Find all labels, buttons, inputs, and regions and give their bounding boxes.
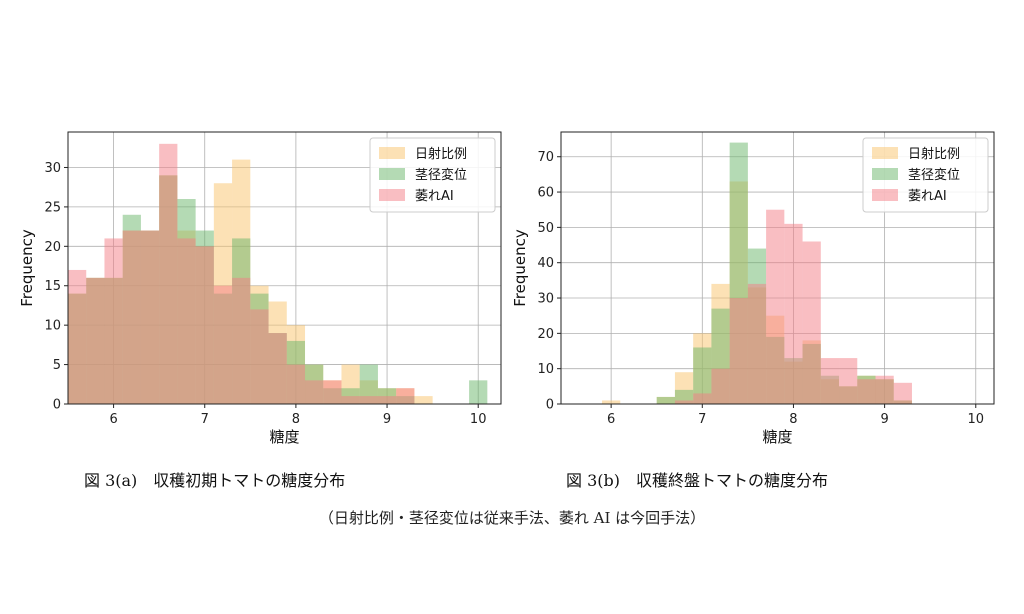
x-tick-label: 9 (383, 412, 391, 427)
histogram-bar (268, 333, 287, 404)
histogram-bar (104, 238, 123, 404)
caption-a: 図 3(a) 収穫初期トマトの糖度分布 (84, 471, 345, 490)
x-axis-label: 糖度 (269, 428, 299, 446)
y-tick-label: 50 (537, 221, 554, 236)
histogram-bar (839, 358, 858, 404)
histogram-bar (766, 209, 785, 404)
histogram-bar (469, 380, 488, 404)
histogram-bar (177, 238, 196, 404)
caption-note: （日射比例・茎径変位は従来手法、萎れ AI は今回手法） (319, 509, 705, 527)
x-tick-label: 10 (967, 412, 984, 427)
histogram-bar (323, 380, 342, 404)
legend-swatch (872, 168, 898, 180)
y-axis-label: Frequency (511, 229, 529, 307)
legend-swatch (872, 147, 898, 159)
histogram-bar (286, 364, 306, 404)
histogram-bar (305, 380, 324, 404)
histogram-bar (711, 368, 730, 404)
histogram-bar (656, 396, 675, 404)
legend-entry: 茎径変位 (415, 167, 467, 183)
legend-entry: 茎径変位 (908, 167, 960, 183)
histogram-bar (729, 298, 748, 404)
x-tick-label: 6 (109, 412, 117, 427)
plot-frame (67, 131, 502, 405)
histogram-bar (195, 246, 214, 404)
x-tick-label: 10 (470, 412, 487, 427)
y-tick-label: 25 (44, 200, 61, 215)
histogram-bar (747, 283, 767, 404)
legend-entry: 萎れAI (908, 189, 947, 204)
legend-entry: 萎れAI (415, 189, 454, 204)
histogram-bar (602, 400, 621, 404)
y-tick-label: 5 (53, 358, 61, 373)
y-tick-label: 10 (537, 362, 554, 377)
x-axis-label: 糖度 (762, 428, 792, 446)
y-tick-label: 15 (44, 279, 61, 294)
y-axis-label: Frequency (18, 229, 36, 307)
histogram-bar (341, 396, 360, 404)
histogram-chart-b: 6 7 8 9 10 0 10 20 30 40 50 60 70 糖度 Frequency 日射比例茎径変位… (511, 131, 995, 446)
histogram-chart-a: 6 7 8 9 10 0 5 10 15 20 25 30 糖度 Frequency 日射比例茎径変位萎れA… (18, 131, 502, 446)
y-tick-label: 0 (53, 398, 61, 413)
histogram-bar (86, 277, 105, 404)
histogram-bar (875, 375, 894, 404)
legend-swatch (872, 189, 898, 201)
histogram-bar (802, 241, 821, 404)
y-tick-label: 30 (537, 292, 554, 307)
legend-entry: 日射比例 (415, 146, 467, 162)
histogram-bar (159, 143, 178, 404)
y-tick-label: 20 (44, 240, 61, 255)
bars (602, 142, 912, 404)
y-tick-label: 0 (546, 398, 554, 413)
histogram-bar (693, 393, 712, 404)
histogram-bar (820, 358, 840, 404)
histogram-bar (377, 396, 397, 404)
y-tick-label: 30 (44, 161, 61, 176)
histogram-bar (122, 230, 141, 404)
y-tick-label: 70 (537, 150, 554, 165)
x-tick-label: 8 (789, 412, 797, 427)
caption-b: 図 3(b) 収穫終盤トマトの糖度分布 (566, 471, 828, 490)
histogram-bar (857, 379, 876, 404)
histogram-bar (893, 382, 912, 404)
histogram-bar (784, 223, 803, 404)
histogram-bar (359, 364, 378, 404)
histogram-bar (359, 396, 378, 404)
x-tick-label: 7 (201, 412, 209, 427)
x-tick-label: 6 (607, 412, 615, 427)
histogram-bar (232, 277, 251, 404)
histogram-bar (674, 400, 694, 404)
histogram-bar (140, 230, 160, 404)
legend-entry: 日射比例 (908, 146, 960, 162)
histogram-bar (396, 388, 415, 404)
y-tick-label: 10 (44, 319, 61, 334)
bars (68, 143, 488, 404)
histogram-bar (250, 309, 269, 404)
y-tick-label: 20 (537, 327, 554, 342)
histogram-bar (68, 269, 87, 404)
x-tick-label: 7 (698, 412, 706, 427)
histogram-bar (693, 347, 712, 404)
plot-frame (560, 131, 995, 405)
y-tick-label: 40 (537, 256, 554, 271)
legend-swatch (379, 189, 405, 201)
legend-swatch (379, 147, 405, 159)
x-tick-label: 8 (292, 412, 300, 427)
histogram-bar (414, 396, 433, 404)
x-tick-label: 9 (880, 412, 888, 427)
legend-swatch (379, 168, 405, 180)
histogram-bar (213, 285, 233, 404)
y-tick-label: 60 (537, 186, 554, 201)
